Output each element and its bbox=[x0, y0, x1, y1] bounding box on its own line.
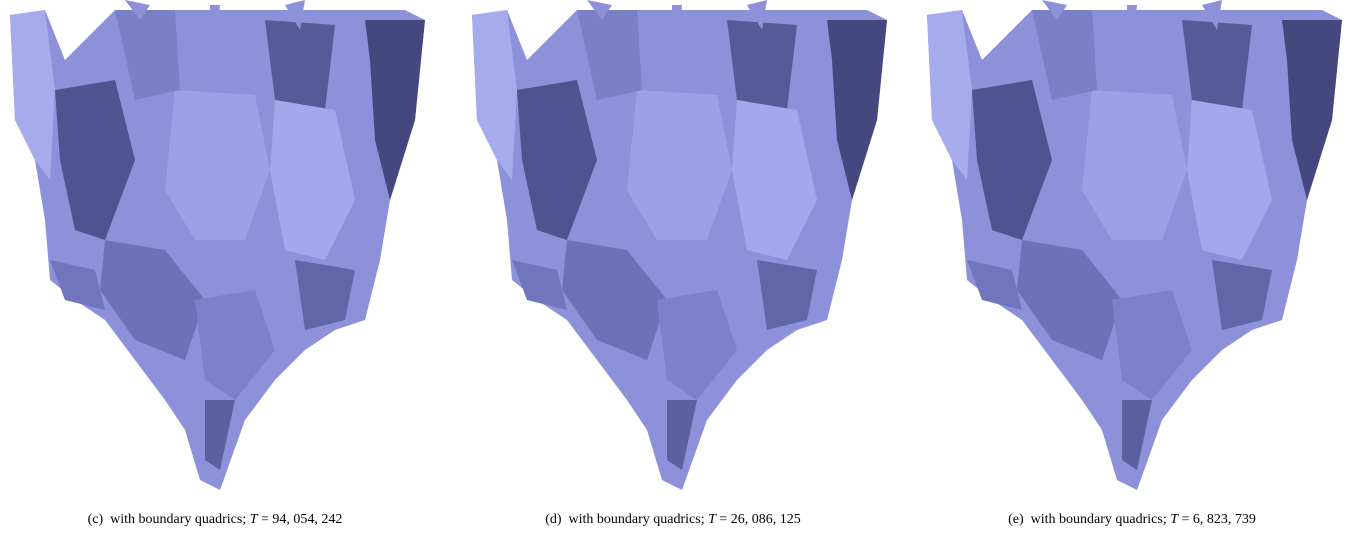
page: (c) with boundary quadrics; T = 94, 054,… bbox=[0, 0, 1347, 542]
rendering bbox=[0, 0, 430, 500]
caption-variable: T bbox=[250, 512, 258, 527]
caption-label: (d) bbox=[545, 512, 561, 527]
caption-variable: T bbox=[708, 512, 716, 527]
panel: (e) with boundary quadrics; T = 6, 823, … bbox=[917, 0, 1347, 542]
rendering bbox=[917, 0, 1347, 500]
caption-text: with boundary quadrics; bbox=[569, 512, 705, 527]
caption-value: = 6, 823, 739 bbox=[1182, 512, 1256, 527]
caption-value: = 94, 054, 242 bbox=[261, 512, 342, 527]
caption-label: (e) bbox=[1008, 512, 1024, 527]
caption-variable: T bbox=[1170, 512, 1178, 527]
panel: (d) with boundary quadrics; T = 26, 086,… bbox=[462, 0, 892, 542]
caption-text: with boundary quadrics; bbox=[110, 512, 246, 527]
caption: (c) with boundary quadrics; T = 94, 054,… bbox=[0, 512, 430, 528]
panel: (c) with boundary quadrics; T = 94, 054,… bbox=[0, 0, 430, 542]
caption-text: with boundary quadrics; bbox=[1031, 512, 1167, 527]
caption-label: (c) bbox=[88, 512, 104, 527]
caption: (e) with boundary quadrics; T = 6, 823, … bbox=[917, 512, 1347, 528]
caption-value: = 26, 086, 125 bbox=[719, 512, 800, 527]
isosurface-render bbox=[10, 0, 425, 490]
caption: (d) with boundary quadrics; T = 26, 086,… bbox=[458, 512, 888, 528]
rendering bbox=[462, 0, 892, 500]
isosurface-render bbox=[927, 0, 1342, 490]
isosurface-render bbox=[472, 0, 887, 490]
